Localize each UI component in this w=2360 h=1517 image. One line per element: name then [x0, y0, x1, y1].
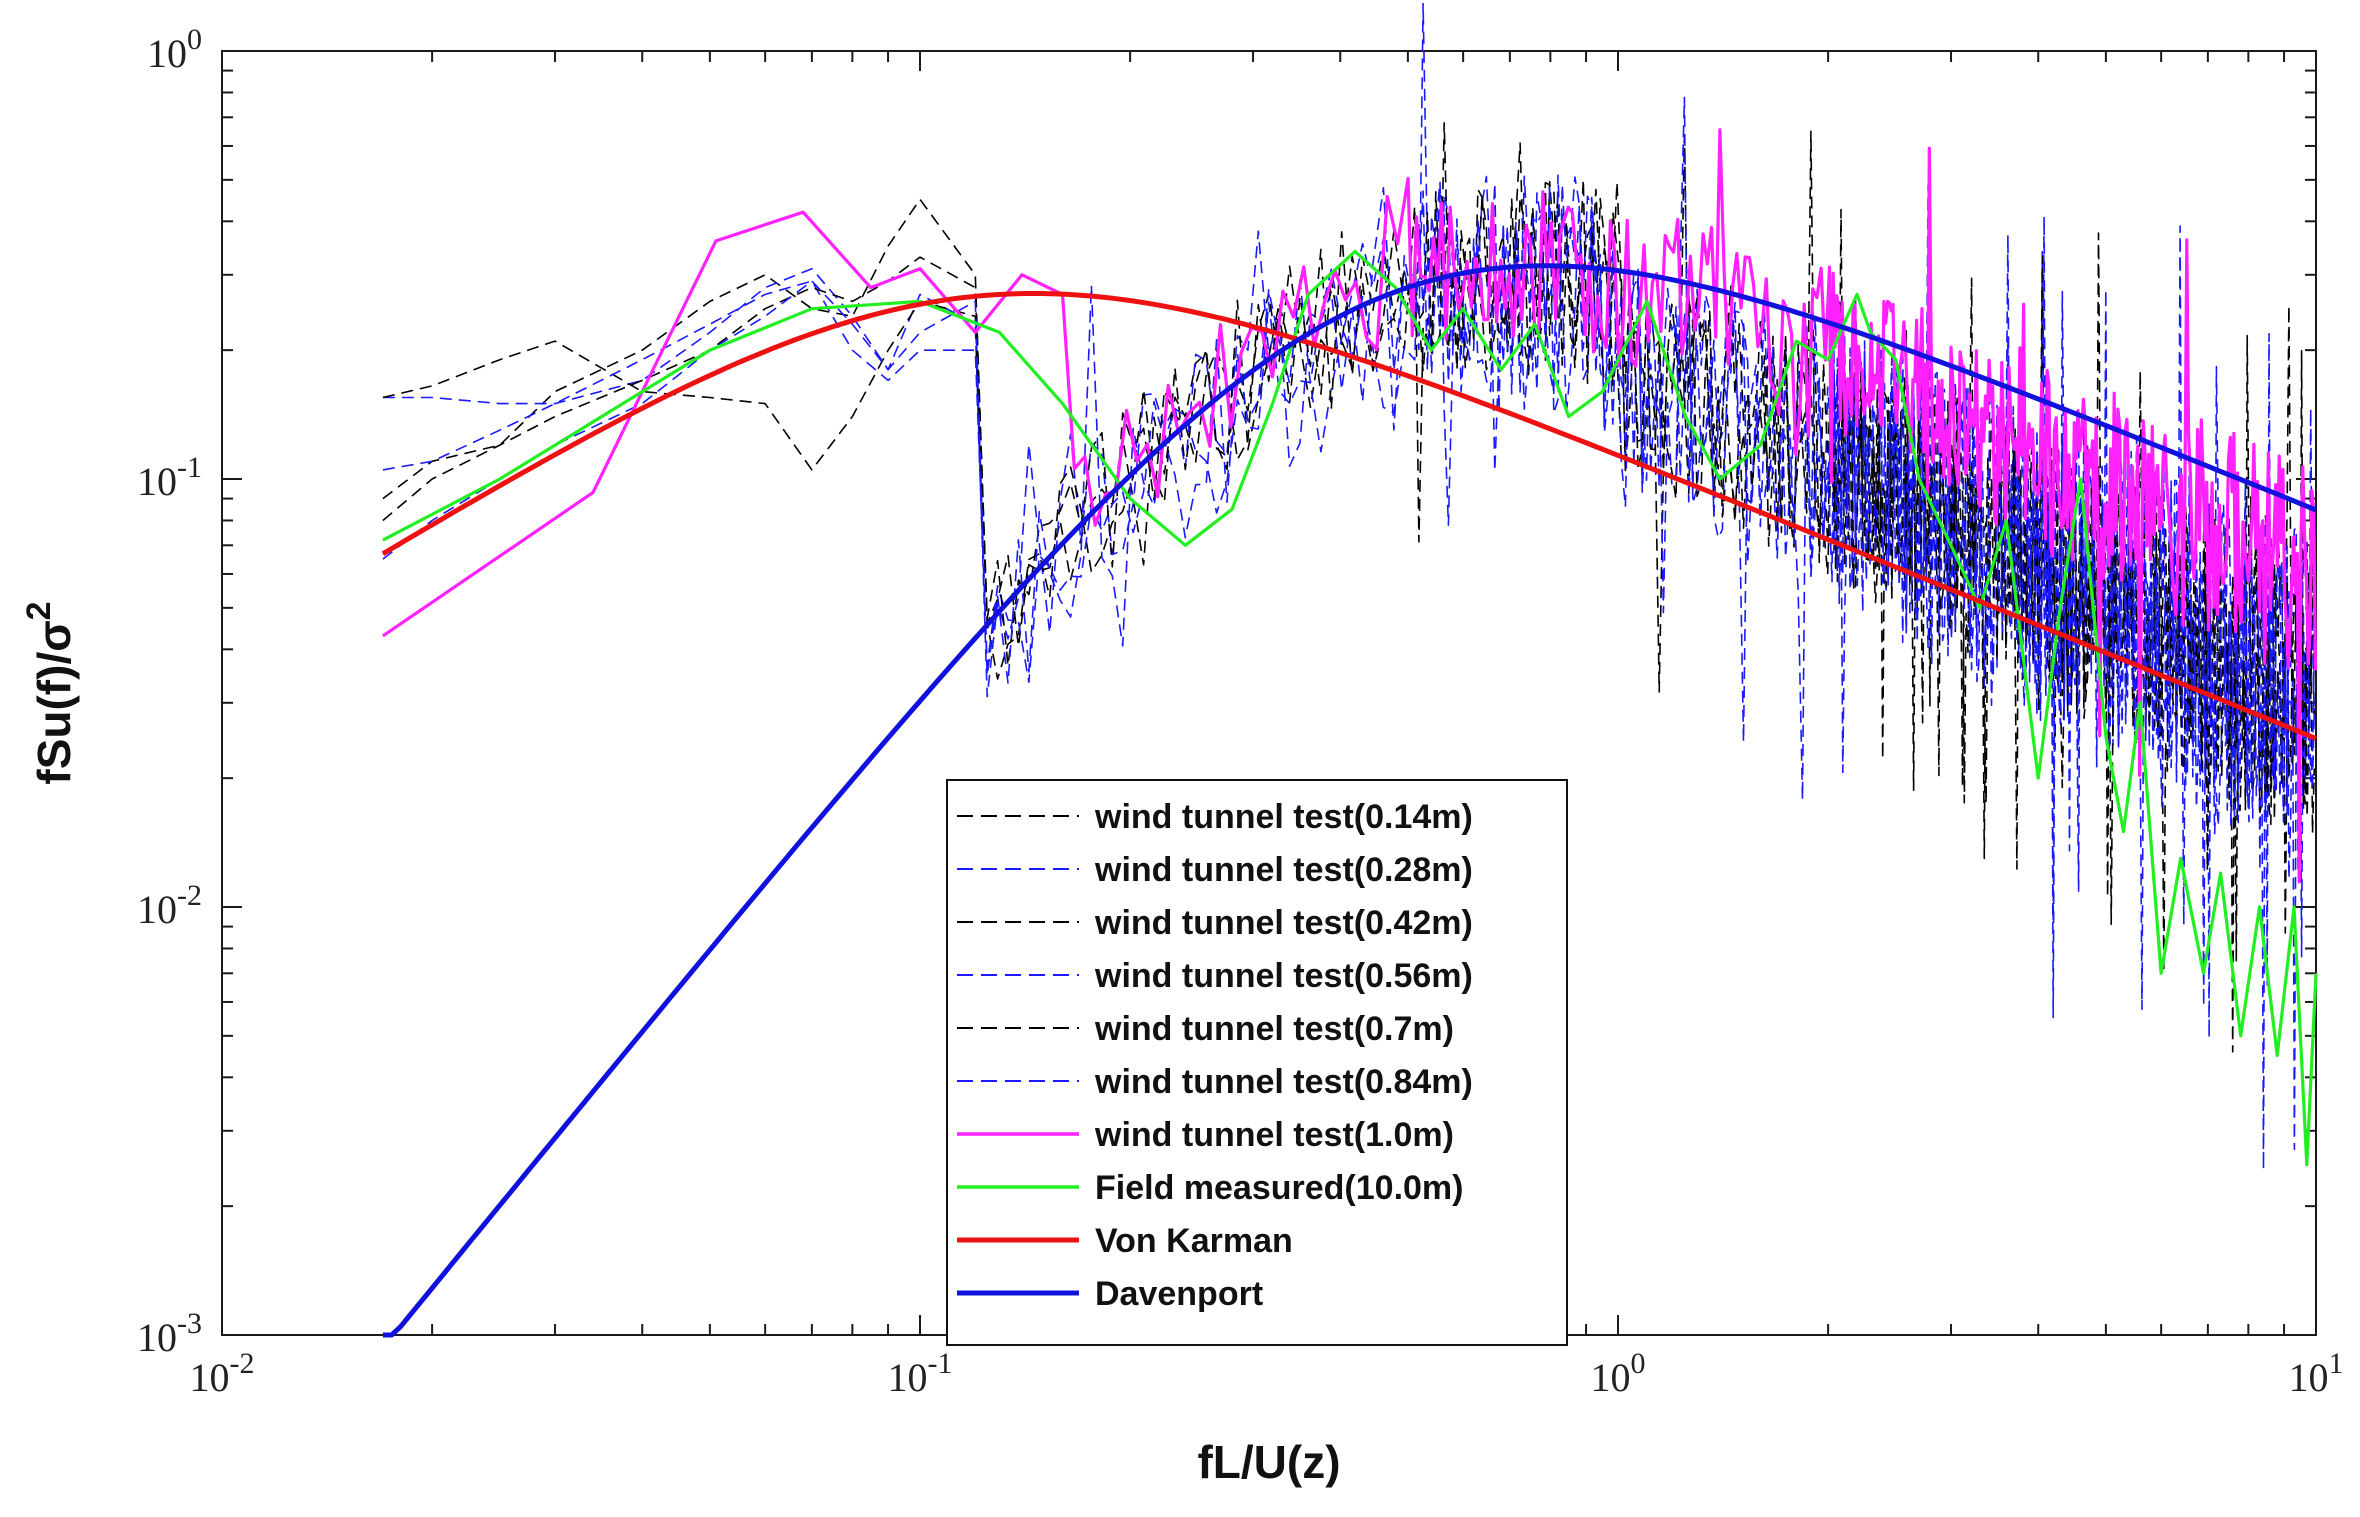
y-tick-label-base: 10	[137, 887, 177, 932]
legend-label: Field measured(10.0m)	[1095, 1169, 1463, 1207]
legend-box	[946, 779, 1568, 1346]
y-tick-label: 10-1	[137, 451, 202, 504]
y-tick-label-exponent: -2	[177, 879, 202, 912]
x-tick-label-exponent: -2	[230, 1347, 255, 1380]
x-tick-label: 10-2	[190, 1347, 255, 1400]
y-axis-label-superscript: 2	[20, 601, 58, 620]
legend-label: wind tunnel test(1.0m)	[1094, 1116, 1454, 1154]
x-tick-label-base: 10	[888, 1355, 928, 1400]
legend: wind tunnel test(0.14m) wind tunnel test(…	[946, 779, 1568, 1346]
y-tick-label-exponent: -3	[177, 1307, 202, 1340]
series-line-davenport	[382, 263, 2317, 1338]
x-axis-label: fL/U(z)	[1197, 1436, 1340, 1488]
legend-label: wind tunnel test(0.7m)	[1094, 1010, 1454, 1048]
legend-label: Von Karman	[1095, 1222, 1293, 1260]
series-line-wind-tunnel-test-1-0m	[381, 128, 2318, 884]
x-tick-label-base: 10	[2289, 1355, 2329, 1400]
x-tick-label: 10-1	[888, 1347, 953, 1400]
series-line-von-karman	[381, 291, 2317, 741]
series-line-wind-tunnel-test-0-84m	[382, 96, 2316, 1171]
x-tick-label-exponent: -1	[928, 1347, 953, 1380]
legend-label: wind tunnel test(0.84m)	[1094, 1063, 1473, 1101]
y-axis-label-main: fSu(f)/σ	[28, 620, 80, 784]
y-tick-label-exponent: -1	[177, 451, 202, 484]
y-axis-label: fSu(f)/σ2	[20, 601, 80, 784]
legend-label: wind tunnel test(0.14m)	[1094, 798, 1473, 836]
x-tick-label-exponent: 1	[2329, 1347, 2344, 1380]
series-line-wind-tunnel-test-0-28m	[382, 2, 2316, 1039]
y-tick-label: 100	[147, 23, 202, 76]
series-layer	[381, 2, 2318, 1338]
y-tick-label: 10-3	[137, 1307, 202, 1360]
x-tick-label-base: 10	[190, 1355, 230, 1400]
y-tick-label-base: 10	[137, 459, 177, 504]
legend-label: Davenport	[1095, 1275, 1263, 1313]
x-tick-label-exponent: 0	[1631, 1347, 1646, 1380]
y-tick-label: 10-2	[137, 879, 202, 932]
y-tick-label-base: 10	[147, 31, 187, 76]
y-tick-label-base: 10	[137, 1315, 177, 1360]
x-tick-label-base: 10	[1591, 1355, 1631, 1400]
legend-label: wind tunnel test(0.28m)	[1094, 851, 1473, 889]
legend-label: wind tunnel test(0.56m)	[1094, 957, 1473, 995]
x-tick-label: 101	[2289, 1347, 2344, 1400]
x-tick-label: 100	[1591, 1347, 1646, 1400]
series-line-field-measured-10-0m	[382, 249, 2318, 1167]
legend-label: wind tunnel test(0.42m)	[1094, 904, 1473, 942]
y-tick-label-exponent: 0	[187, 23, 202, 56]
